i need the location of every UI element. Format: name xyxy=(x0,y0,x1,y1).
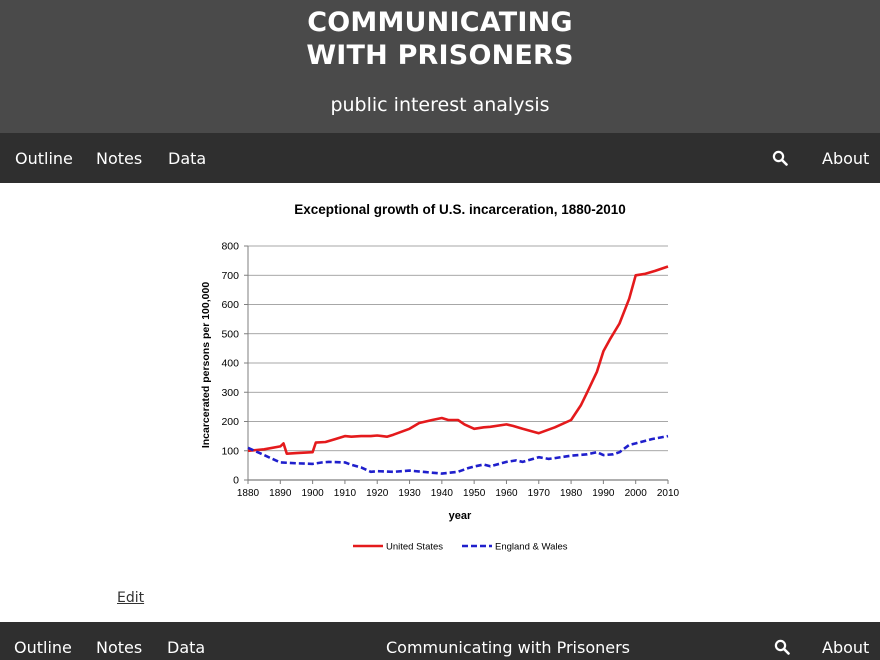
y-tick-label: 200 xyxy=(221,416,239,428)
y-axis-label: Incarcerated persons per 100,000 xyxy=(200,282,212,449)
nav-notes-link[interactable]: Notes xyxy=(96,149,143,168)
incarceration-chart: Exceptional growth of U.S. incarceration… xyxy=(190,190,690,560)
x-tick-label: 1950 xyxy=(463,488,486,499)
site-subtitle: public interest analysis xyxy=(330,94,550,116)
nav-data-link[interactable]: Data xyxy=(168,149,207,168)
y-tick-label: 100 xyxy=(221,445,239,457)
top-navbar: Outline Notes Data About xyxy=(0,133,880,183)
series-line-england-wales xyxy=(247,434,669,475)
search-icon[interactable] xyxy=(774,639,790,659)
x-axis-label: year xyxy=(449,510,472,522)
footer-data-link[interactable]: Data xyxy=(167,638,206,657)
search-icon-glyph xyxy=(772,150,788,166)
x-tick-label: 2010 xyxy=(657,488,680,499)
footer-outline-link[interactable]: Outline xyxy=(14,638,72,657)
y-tick-label: 600 xyxy=(221,299,239,311)
x-tick-label: 1910 xyxy=(334,488,357,499)
footer-navbar: Outline Notes Data Communicating with Pr… xyxy=(0,622,880,660)
site-title[interactable]: COMMUNICATING WITH PRISONERS xyxy=(0,6,880,72)
chart-series-lines xyxy=(247,265,669,475)
x-tick-label: 1920 xyxy=(366,488,389,499)
chart-legend: United States England & Wales xyxy=(353,542,568,553)
x-tick-label: 1890 xyxy=(269,488,292,499)
edit-link[interactable]: Edit xyxy=(117,590,145,606)
footer-search-icon-glyph xyxy=(774,639,790,655)
x-tick-label: 1980 xyxy=(560,488,583,499)
x-tick-label: 2000 xyxy=(625,488,648,499)
legend-label-england-wales: England & Wales xyxy=(495,542,568,553)
y-tick-label: 800 xyxy=(221,241,239,253)
y-tick-label: 500 xyxy=(221,328,239,340)
series-line-united-states xyxy=(247,265,669,456)
footer-notes-link[interactable]: Notes xyxy=(96,638,143,657)
footer-about-link[interactable]: About xyxy=(822,638,870,657)
x-tick-label: 1960 xyxy=(495,488,518,499)
y-tick-label: 0 xyxy=(233,475,239,487)
legend-label-united-states: United States xyxy=(386,542,443,553)
x-tick-label: 1900 xyxy=(301,488,324,499)
x-tick-label: 1940 xyxy=(431,488,454,499)
site-header: COMMUNICATING WITH PRISONERS public inte… xyxy=(0,0,880,133)
x-tick-label: 1880 xyxy=(237,488,260,499)
x-tick-label: 1930 xyxy=(398,488,421,499)
y-tick-label: 700 xyxy=(221,270,239,282)
chart-svg: Exceptional growth of U.S. incarceration… xyxy=(200,202,680,553)
x-tick-label: 1970 xyxy=(528,488,551,499)
y-tick-label: 300 xyxy=(221,387,239,399)
y-axis-ticks: 0 100 200 300 400 500 600 700 800 xyxy=(221,241,248,487)
site-title-line2[interactable]: WITH PRISONERS xyxy=(306,40,574,71)
y-tick-label: 400 xyxy=(221,358,239,370)
footer-site-title[interactable]: Communicating with Prisoners xyxy=(386,638,631,657)
x-tick-label: 1990 xyxy=(592,488,615,499)
nav-outline-link[interactable]: Outline xyxy=(15,149,73,168)
chart-title: Exceptional growth of U.S. incarceration… xyxy=(294,202,626,217)
site-title-line1[interactable]: COMMUNICATING xyxy=(307,7,573,38)
x-axis-ticks: 1880 1890 1900 1910 1920 1930 1940 1950 1960 1970… xyxy=(237,480,680,499)
chart-gridlines xyxy=(247,245,668,481)
nav-about-link[interactable]: About xyxy=(822,149,870,168)
search-icon[interactable] xyxy=(772,150,788,170)
